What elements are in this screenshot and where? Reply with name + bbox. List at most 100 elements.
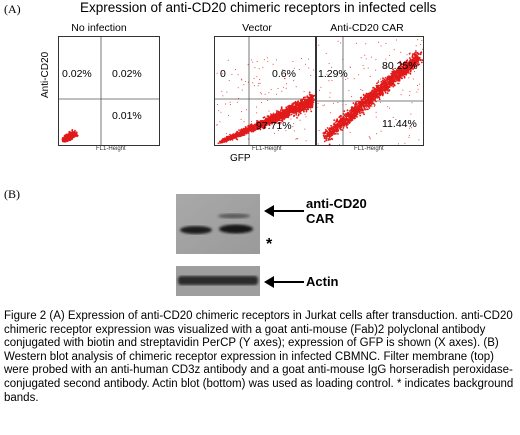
event-dot	[336, 127, 339, 130]
event-dot	[302, 96, 305, 99]
event-dot	[374, 93, 377, 95]
car-arrow	[264, 204, 304, 218]
event-dot	[244, 126, 246, 128]
event-dot	[373, 88, 375, 91]
event-dot	[359, 106, 361, 108]
event-dot	[314, 98, 315, 100]
event-dot	[329, 127, 332, 129]
event-dot	[279, 121, 282, 124]
event-dot	[310, 109, 312, 111]
event-dot	[243, 130, 246, 132]
event-dot	[340, 118, 342, 120]
event-dot	[409, 72, 412, 75]
event-dot	[355, 113, 357, 115]
event-dot	[375, 91, 377, 93]
event-dot	[308, 93, 311, 96]
event-dot	[418, 83, 420, 85]
event-dot	[376, 82, 378, 85]
event-dot	[337, 40, 339, 42]
event-dot	[365, 106, 368, 108]
event-dot	[396, 75, 398, 78]
event-dot	[401, 77, 403, 80]
event-dot	[268, 120, 271, 123]
event-dot	[370, 95, 372, 98]
event-dot	[280, 106, 283, 108]
event-dot	[399, 60, 402, 63]
event-dot	[376, 133, 378, 135]
event-dot	[68, 131, 71, 134]
event-dot	[221, 90, 223, 92]
event-dot	[403, 61, 406, 63]
quadrant-ur-1: 0.6%	[272, 68, 296, 80]
event-dot	[354, 107, 356, 110]
event-dot	[398, 71, 400, 74]
event-dot	[370, 100, 373, 103]
event-dot	[271, 120, 274, 123]
event-dot	[345, 119, 347, 121]
event-dot	[279, 123, 281, 125]
event-dot	[290, 113, 293, 116]
event-dot	[382, 92, 384, 94]
event-dot	[361, 110, 364, 112]
event-dot	[231, 134, 234, 136]
event-dot	[348, 110, 351, 112]
event-dot	[358, 104, 360, 107]
event-dot	[288, 110, 291, 112]
event-dot	[323, 136, 326, 138]
event-dot	[251, 59, 253, 61]
event-dot	[409, 52, 411, 54]
event-dot	[224, 103, 226, 105]
event-dot	[259, 79, 261, 81]
event-dot	[401, 69, 404, 71]
event-dot	[359, 96, 362, 99]
event-dot	[366, 93, 369, 96]
event-dot	[337, 102, 339, 103]
event-dot	[308, 102, 311, 104]
event-dot	[305, 110, 308, 113]
event-dot	[399, 62, 402, 65]
event-dot	[306, 96, 309, 99]
event-dot	[368, 107, 371, 109]
event-dot	[376, 92, 379, 95]
plot-title-no-infection: No infection	[71, 22, 127, 34]
event-dot	[302, 98, 305, 100]
event-dot	[373, 94, 376, 97]
event-dot	[326, 73, 328, 75]
plot-title-car: Anti-CD20 CAR	[330, 22, 404, 34]
event-dot	[414, 65, 417, 68]
event-dot	[355, 105, 358, 108]
plot-svg-2	[317, 37, 423, 145]
event-dot	[342, 58, 344, 60]
event-dot	[307, 104, 310, 106]
event-dot	[396, 71, 399, 74]
event-dot	[392, 117, 394, 118]
event-dot	[282, 113, 285, 115]
event-dot	[268, 123, 271, 126]
event-dot	[378, 41, 380, 43]
event-dot	[287, 116, 290, 119]
event-dot	[357, 100, 360, 103]
event-dot	[263, 128, 265, 130]
event-dot	[266, 119, 269, 122]
event-dot	[382, 93, 384, 96]
event-dot	[299, 119, 301, 121]
event-dot	[405, 66, 408, 68]
event-dot	[377, 95, 379, 96]
event-dot	[345, 115, 347, 118]
event-dot	[352, 102, 355, 105]
event-dot	[406, 71, 409, 74]
event-dot	[228, 114, 229, 116]
event-dot	[317, 106, 318, 108]
event-dot	[354, 112, 356, 115]
event-dot	[257, 85, 259, 87]
event-dot	[297, 113, 300, 116]
event-dot	[333, 119, 336, 122]
event-dot	[409, 127, 410, 129]
figure-title: Expression of anti-CD20 chimeric recepto…	[80, 0, 437, 15]
event-dot	[347, 115, 350, 117]
event-dot	[356, 113, 358, 115]
event-dot	[294, 106, 296, 109]
event-dot	[284, 108, 287, 111]
event-dot	[338, 115, 341, 118]
event-dot	[351, 119, 354, 121]
